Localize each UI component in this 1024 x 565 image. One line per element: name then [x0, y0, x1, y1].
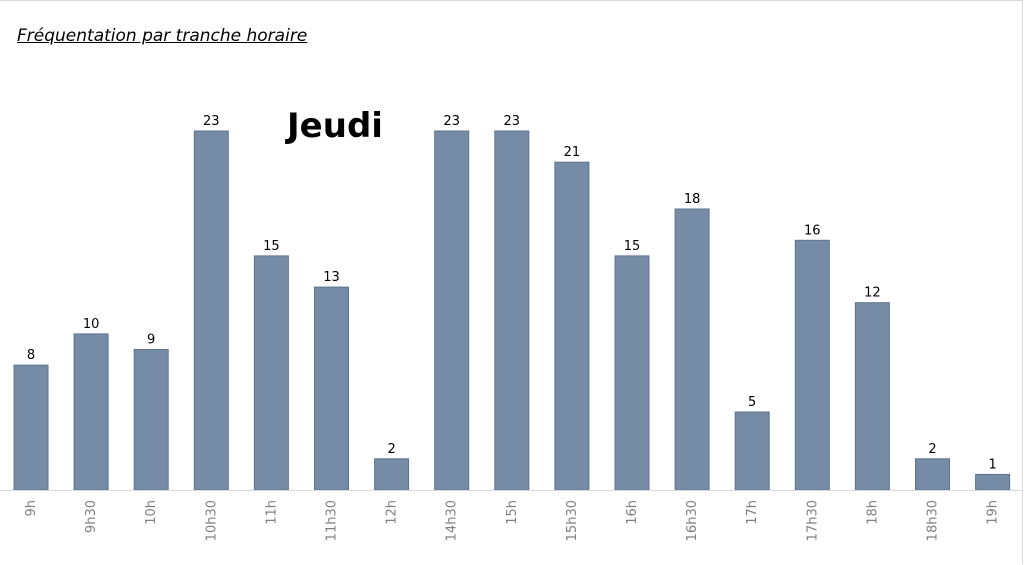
data-label-11h: 15 — [263, 239, 280, 254]
bar-9h30 — [73, 333, 109, 491]
x-tick-label-9h30: 9h30 — [84, 500, 99, 533]
bar-9h — [13, 364, 49, 491]
x-tick-label-10h30: 10h30 — [204, 500, 219, 541]
data-label-17h30: 16 — [804, 223, 821, 238]
data-label-11h30: 13 — [323, 270, 340, 285]
bar-15h — [494, 130, 530, 491]
data-label-12h: 2 — [387, 442, 395, 457]
data-label-16h30: 18 — [684, 192, 701, 207]
x-tick-label-17h30: 17h30 — [805, 500, 820, 541]
data-label-10h: 9 — [147, 333, 155, 348]
bar-12h — [374, 458, 410, 491]
chart-title: Jeudi — [285, 106, 383, 146]
bars-layer — [13, 130, 1011, 491]
x-tick-label-14h30: 14h30 — [445, 500, 460, 541]
x-tick-label-16h30: 16h30 — [685, 500, 700, 541]
data-label-17h: 5 — [748, 395, 756, 410]
x-tick-label-18h: 18h — [865, 500, 880, 525]
data-label-18h30: 2 — [928, 442, 936, 457]
bar-17h30 — [794, 239, 830, 491]
bar-18h30 — [915, 458, 950, 491]
bar-15h30 — [554, 161, 590, 491]
bar-14h30 — [434, 130, 470, 491]
bar-16h — [614, 255, 650, 491]
bar-11h — [253, 255, 289, 491]
data-label-16h: 15 — [624, 239, 641, 254]
data-label-10h30: 23 — [203, 114, 220, 129]
bar-16h30 — [674, 208, 710, 491]
x-tick-label-19h: 19h — [986, 500, 1001, 525]
x-tick-label-15h30: 15h30 — [565, 500, 580, 541]
bar-19h — [975, 473, 1011, 491]
page-title: Fréquentation par tranche horaire — [17, 26, 308, 46]
data-label-18h: 12 — [864, 286, 881, 301]
x-tick-label-10h: 10h — [144, 500, 159, 525]
x-tick-label-18h30: 18h30 — [926, 500, 941, 541]
bar-18h — [854, 302, 890, 491]
bar-10h — [133, 349, 169, 491]
data-label-9h30: 10 — [83, 317, 100, 332]
data-label-9h: 8 — [27, 348, 35, 363]
x-tick-label-12h: 12h — [385, 500, 400, 525]
x-tick-label-16h: 16h — [625, 500, 640, 525]
x-tick-label-11h: 11h — [264, 500, 279, 525]
data-label-19h: 1 — [988, 457, 996, 472]
bar-17h — [734, 411, 770, 491]
data-label-15h: 23 — [504, 114, 521, 129]
data-label-15h30: 21 — [564, 145, 581, 160]
x-tick-labels-layer: 9h 9h30 10h 10h30 11h 11h30 12h 14h30 15h 15h30 16… — [24, 500, 1001, 541]
x-tick-label-17h: 17h — [745, 500, 760, 525]
x-tick-label-11h30: 11h30 — [325, 500, 340, 541]
data-label-14h30: 23 — [443, 114, 460, 129]
x-tick-label-9h: 9h — [24, 500, 39, 517]
x-tick-label-15h: 15h — [505, 500, 520, 525]
bar-11h30 — [314, 286, 349, 491]
bar-10h30 — [193, 130, 229, 491]
